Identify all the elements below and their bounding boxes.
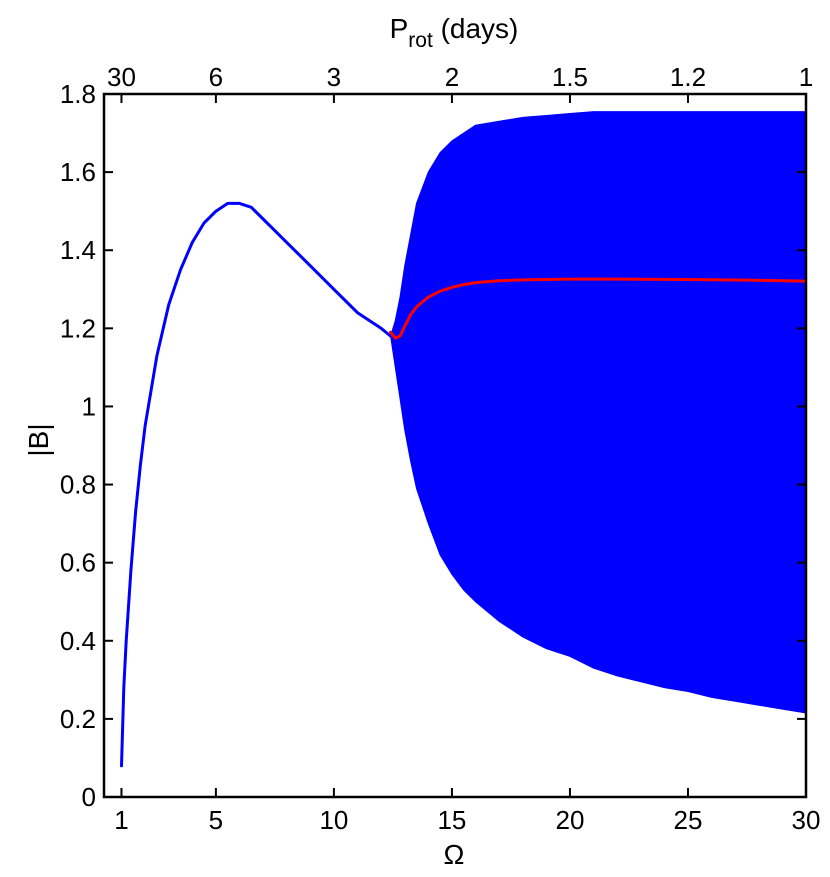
y-tick-label: 0.4 (60, 626, 96, 656)
y-tick-label: 0.6 (60, 548, 96, 578)
series-line-0 (120, 201, 393, 768)
y-tick-label: 1.4 (60, 235, 96, 265)
top-tick-label: 1 (799, 62, 813, 92)
x-tick-label: 15 (437, 805, 466, 835)
top-tick-label: 1.2 (670, 62, 706, 92)
y-tick-label: 1.2 (60, 313, 96, 343)
series-group (120, 111, 806, 768)
x-tick-label: 20 (555, 805, 584, 835)
x-tick-label: 5 (209, 805, 223, 835)
top-axis-title: Prot (days) (390, 13, 519, 52)
axes-frame (102, 92, 808, 799)
y-axis-title: |B| (23, 423, 54, 456)
top-tick-label: 30 (107, 62, 136, 92)
top-axis-title-subscript: rot (408, 29, 433, 52)
y-tick-label: 0.2 (60, 704, 96, 734)
x-tick-label: 1 (114, 805, 128, 835)
series-line-2 (389, 277, 806, 340)
top-axis-title-main: P (390, 13, 409, 44)
series-area-1 (390, 111, 806, 714)
y-tick-label: 0 (82, 782, 96, 812)
top-axis-title-suffix: (days) (433, 13, 519, 44)
x-tick-label: 25 (674, 805, 703, 835)
top-tick-label: 6 (209, 62, 223, 92)
top-tick-label: 2 (445, 62, 459, 92)
top-tick-label: 3 (327, 62, 341, 92)
x-tick-label: 10 (319, 805, 348, 835)
top-tick-label: 1.5 (552, 62, 588, 92)
y-tick-label: 1.6 (60, 157, 96, 187)
axes: 1 5 10 15 20 25 3000.20.40.60.811.21.41.61.830… (60, 62, 821, 835)
y-tick-label: 1.8 (60, 79, 96, 109)
x-tick-label: 30 (792, 805, 821, 835)
y-tick-label: 0.8 (60, 470, 96, 500)
y-tick-label: 1 (82, 391, 96, 421)
plot-area (120, 111, 806, 768)
x-axis-title: Ω (444, 839, 465, 870)
